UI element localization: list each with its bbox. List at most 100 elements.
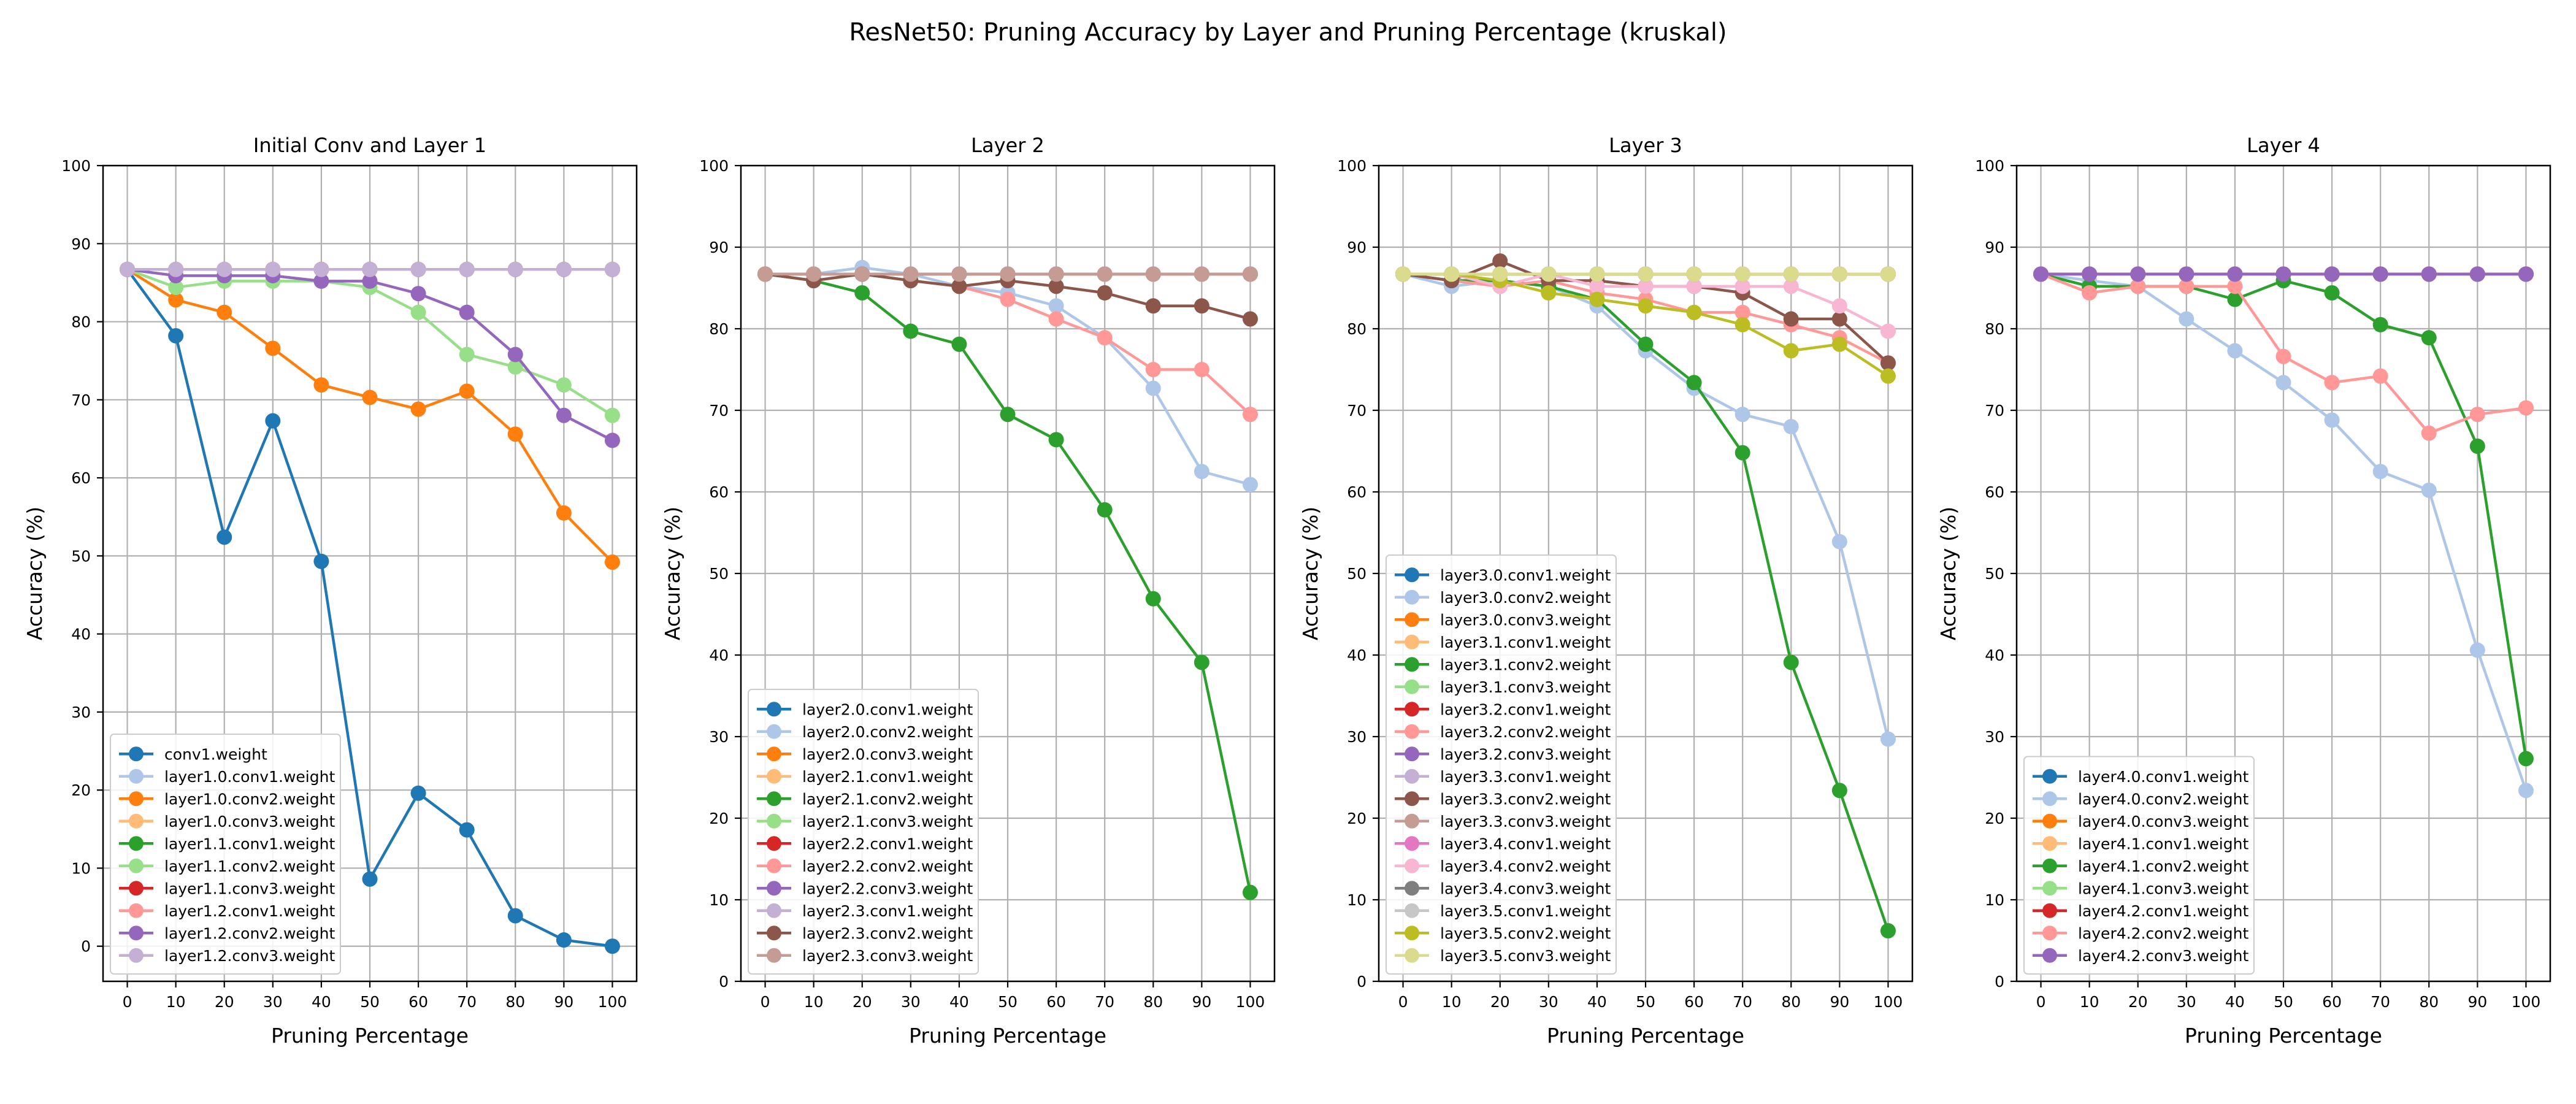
- x-tick-label: 70: [2371, 993, 2390, 1011]
- data-point: [1783, 266, 1799, 282]
- legend-item: layer3.1.conv1.weight: [1395, 634, 1611, 651]
- data-point: [1686, 266, 1702, 282]
- legend: layer4.0.conv1.weight layer4.0.conv2.weig…: [2023, 756, 2255, 975]
- legend-label: layer3.3.conv2.weight: [1440, 790, 1611, 808]
- x-tick-label: 30: [263, 993, 283, 1011]
- data-point: [313, 273, 329, 289]
- y-tick-label: 50: [71, 547, 91, 565]
- data-point: [1541, 285, 1557, 301]
- subplot-4: 0 10 20 30 40 50 60 70 80 90 100 0 10 20 30 40 50 60 70 80 9…: [1936, 134, 2551, 1048]
- legend-marker: [129, 881, 144, 896]
- x-tick-label: 10: [2080, 993, 2099, 1011]
- y-tick-label: 30: [71, 703, 91, 721]
- data-point: [168, 280, 184, 296]
- legend-marker: [129, 858, 144, 873]
- data-point: [1880, 731, 1896, 747]
- y-tick-label: 0: [1995, 973, 2004, 991]
- data-point: [757, 266, 773, 282]
- y-tick-label: 70: [709, 402, 729, 420]
- data-point: [507, 908, 523, 924]
- legend-marker: [1405, 791, 1419, 807]
- data-point: [1831, 298, 1847, 314]
- legend-label: layer2.0.conv3.weight: [802, 745, 973, 763]
- legend-item: layer3.1.conv2.weight: [1395, 656, 1611, 673]
- legend-marker: [2042, 903, 2057, 918]
- legend-item: layer4.0.conv3.weight: [2033, 813, 2248, 830]
- y-tick-label: 60: [1347, 483, 1367, 501]
- y-tick-label: 80: [709, 320, 729, 338]
- legend-marker: [1405, 657, 1419, 672]
- x-tick-label: 40: [2225, 993, 2245, 1011]
- legend-item: layer1.1.conv2.weight: [119, 857, 335, 875]
- legend-marker: [129, 903, 144, 918]
- subplot-1: 0 10 20 30 40 50 60 70 80 90 100 0 10 20 30 40 50 60 70 80 9…: [23, 134, 638, 1048]
- legend-marker: [1405, 858, 1419, 873]
- data-point: [1638, 266, 1654, 282]
- data-point: [2179, 278, 2195, 294]
- legend-item: layer4.0.conv1.weight: [2033, 768, 2248, 786]
- legend-label: layer4.2.conv2.weight: [2078, 924, 2248, 942]
- data-point: [1783, 654, 1799, 670]
- data-point: [2518, 400, 2534, 416]
- legend-label: layer1.1.conv2.weight: [164, 857, 335, 875]
- data-point: [1097, 285, 1113, 301]
- y-axis-label: Accuracy (%): [1936, 507, 1960, 640]
- y-tick-label: 60: [709, 483, 729, 501]
- legend-marker: [767, 724, 781, 739]
- legend-item: layer3.2.conv3.weight: [1395, 745, 1611, 763]
- legend-label: layer3.5.conv3.weight: [1440, 947, 1611, 965]
- legend-item: layer1.1.conv1.weight: [119, 835, 335, 853]
- data-point: [168, 261, 184, 277]
- legend-marker: [129, 746, 144, 762]
- legend-marker: [1405, 567, 1419, 583]
- legend-label: layer1.1.conv1.weight: [164, 835, 335, 853]
- data-point: [410, 401, 426, 417]
- data-point: [1000, 266, 1016, 282]
- legend-marker: [1405, 702, 1419, 717]
- y-tick-label: 90: [71, 235, 91, 253]
- series-layer2.3.conv3.weight: [757, 266, 1258, 282]
- data-point: [1831, 266, 1847, 282]
- series-layer1.2.conv3.weight: [120, 261, 620, 277]
- legend-box: [110, 734, 341, 975]
- x-tick-label: 100: [2512, 993, 2541, 1011]
- legend-item: layer3.3.conv2.weight: [1395, 790, 1611, 808]
- data-point: [507, 359, 523, 375]
- data-point: [2275, 266, 2291, 282]
- legend-item: layer3.1.conv3.weight: [1395, 678, 1611, 696]
- legend-label: layer2.3.conv3.weight: [802, 947, 973, 965]
- legend-marker: [1405, 926, 1419, 941]
- data-point: [1097, 502, 1113, 518]
- y-tick-label: 100: [61, 157, 91, 175]
- legend-label: layer1.0.conv1.weight: [164, 768, 335, 786]
- x-tick-label: 70: [1733, 993, 1752, 1011]
- data-point: [2421, 425, 2437, 441]
- x-tick-label: 50: [998, 993, 1018, 1011]
- data-point: [459, 383, 475, 399]
- legend-label: layer3.0.conv3.weight: [1440, 611, 1611, 629]
- y-tick-label: 10: [71, 859, 91, 877]
- data-point: [217, 261, 232, 277]
- legend-marker: [2042, 813, 2057, 829]
- x-tick-label: 40: [312, 993, 331, 1011]
- legend-item: layer4.2.conv2.weight: [2033, 924, 2248, 942]
- data-point: [1686, 278, 1702, 294]
- series-layer4.0.conv2.weight: [2033, 266, 2534, 799]
- y-tick-label: 0: [81, 938, 91, 956]
- y-tick-label: 20: [1985, 810, 2004, 827]
- data-point: [1831, 783, 1847, 799]
- data-point: [410, 304, 426, 320]
- legend-label: layer3.1.conv1.weight: [1440, 634, 1611, 651]
- legend-marker: [1405, 881, 1419, 896]
- legend-marker: [1405, 634, 1419, 650]
- legend-label: layer4.1.conv2.weight: [2078, 857, 2248, 875]
- legend-marker: [767, 746, 781, 762]
- legend-item: layer1.0.conv1.weight: [119, 768, 335, 786]
- legend-label: layer3.4.conv2.weight: [1440, 857, 1611, 875]
- data-point: [951, 278, 967, 294]
- data-point: [556, 377, 572, 393]
- data-point: [1492, 266, 1508, 282]
- legend-label: layer3.4.conv1.weight: [1440, 835, 1611, 853]
- legend-label: layer2.1.conv2.weight: [802, 790, 973, 808]
- x-tick-label: 30: [1539, 993, 1558, 1011]
